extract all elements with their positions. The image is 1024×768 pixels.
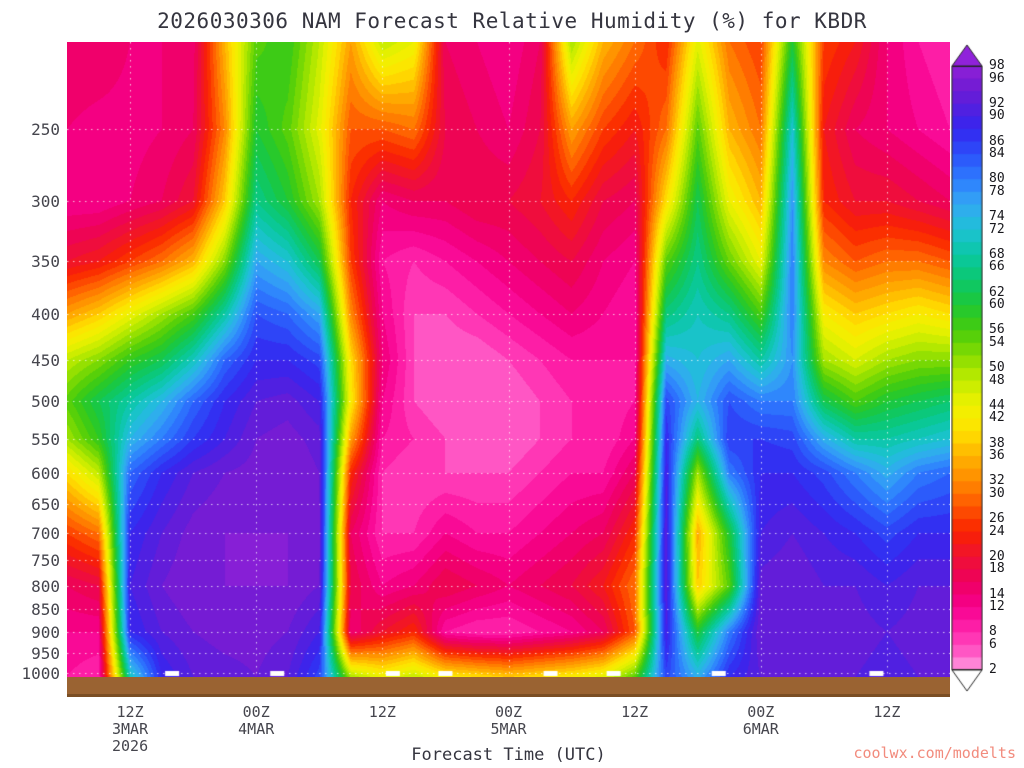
colorbar: 98 96 92 90 86 84 80 78 74 72 68 66 62 60 56 54 50 48 44 42…: [951, 44, 1024, 699]
colorbar-label: 44: [989, 397, 1005, 413]
x-axis-tick: 00Z 5MAR: [464, 704, 554, 738]
colorbar-canvas: [951, 44, 983, 692]
colorbar-label: 50: [989, 360, 1005, 375]
x-tick-label: 4MAR: [238, 720, 275, 738]
y-axis-label: 750: [31, 551, 60, 571]
x-tick-label: 12Z: [116, 703, 144, 721]
y-axis-label: 300: [31, 191, 60, 211]
rh-field-canvas: [67, 42, 950, 677]
y-axis-label: 350: [31, 252, 60, 272]
x-axis-tick: 00Z 6MAR: [716, 704, 806, 738]
y-axis-label: 950: [31, 643, 60, 663]
colorbar-label: 66: [989, 259, 1005, 275]
colorbar-label: 6: [989, 636, 997, 652]
x-axis-tick: 12Z: [842, 704, 932, 721]
y-axis-pressure-labels: 250 300 350 400 450 500 550 600 650 700 750 800 850 9…: [0, 0, 64, 768]
x-tick-label: 00Z: [747, 703, 775, 721]
y-axis-label: 850: [31, 600, 60, 620]
y-axis-label: 650: [31, 495, 60, 515]
y-axis-label: 1000: [21, 664, 60, 684]
colorbar-label: 2: [989, 662, 997, 677]
y-axis-label: 500: [31, 392, 60, 412]
x-axis-title: Forecast Time (UTC): [411, 745, 606, 765]
x-tick-label: 3MAR: [112, 720, 149, 738]
colorbar-label: 98: [989, 58, 1005, 73]
colorbar-label: 48: [989, 372, 1005, 388]
watermark-link[interactable]: coolwx.com/modelts: [853, 744, 1016, 762]
x-axis-tick: 12Z: [337, 704, 427, 721]
colorbar-label: 18: [989, 561, 1005, 577]
y-axis-label: 450: [31, 350, 60, 370]
colorbar-label: 72: [989, 221, 1005, 237]
colorbar-label: 12: [989, 599, 1005, 615]
y-axis-label: 250: [31, 120, 60, 140]
x-tick-label: 00Z: [494, 703, 523, 721]
colorbar-label: 90: [989, 108, 1005, 124]
colorbar-label: 42: [989, 410, 1005, 426]
colorbar-label: 86: [989, 133, 1005, 149]
x-tick-label: 00Z: [242, 703, 270, 721]
colorbar-label: 54: [989, 334, 1005, 350]
y-axis-label: 800: [31, 576, 60, 596]
x-tick-label: 12Z: [621, 703, 649, 721]
surface-terrain-strip: [67, 677, 950, 697]
colorbar-label: 56: [989, 322, 1005, 338]
y-axis-label: 700: [31, 524, 60, 544]
y-axis-label: 550: [31, 429, 60, 449]
colorbar-label: 14: [989, 586, 1005, 602]
colorbar-label: 20: [989, 548, 1005, 564]
colorbar-label: 68: [989, 246, 1005, 262]
chart-title: 2026030306 NAM Forecast Relative Humidit…: [157, 9, 867, 33]
y-axis-label: 900: [31, 622, 60, 642]
y-axis-label: 600: [31, 463, 60, 483]
x-axis-tick: 12Z: [590, 704, 680, 721]
colorbar-label: 60: [989, 297, 1005, 313]
colorbar-label: 24: [989, 523, 1005, 539]
colorbar-label: 92: [989, 95, 1005, 111]
colorbar-label: 80: [989, 171, 1005, 187]
x-tick-label: 12Z: [368, 703, 396, 721]
colorbar-label: 74: [989, 209, 1005, 224]
plot-area: [67, 42, 950, 697]
colorbar-label: 38: [989, 435, 1005, 451]
colorbar-label: 30: [989, 485, 1005, 501]
x-tick-label: 5MAR: [490, 720, 527, 738]
colorbar-label: 8: [989, 624, 997, 640]
colorbar-label: 36: [989, 448, 1005, 464]
x-tick-label: 12Z: [873, 703, 901, 721]
colorbar-label: 96: [989, 70, 1005, 86]
x-axis-tick: 00Z 4MAR: [211, 704, 301, 738]
x-tick-label: 6MAR: [742, 720, 779, 738]
colorbar-label: 62: [989, 284, 1005, 300]
colorbar-label: 32: [989, 473, 1005, 489]
colorbar-label: 26: [989, 511, 1005, 526]
y-axis-label: 400: [31, 304, 60, 324]
colorbar-label: 84: [989, 146, 1005, 162]
colorbar-label: 78: [989, 183, 1005, 199]
